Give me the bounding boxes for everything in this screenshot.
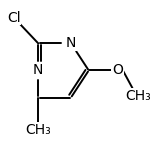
Text: CH₃: CH₃ — [125, 89, 151, 103]
Text: CH₃: CH₃ — [25, 123, 51, 137]
Text: N: N — [66, 36, 76, 50]
Text: Cl: Cl — [7, 11, 20, 25]
Text: N: N — [33, 63, 43, 77]
Text: O: O — [112, 63, 123, 77]
